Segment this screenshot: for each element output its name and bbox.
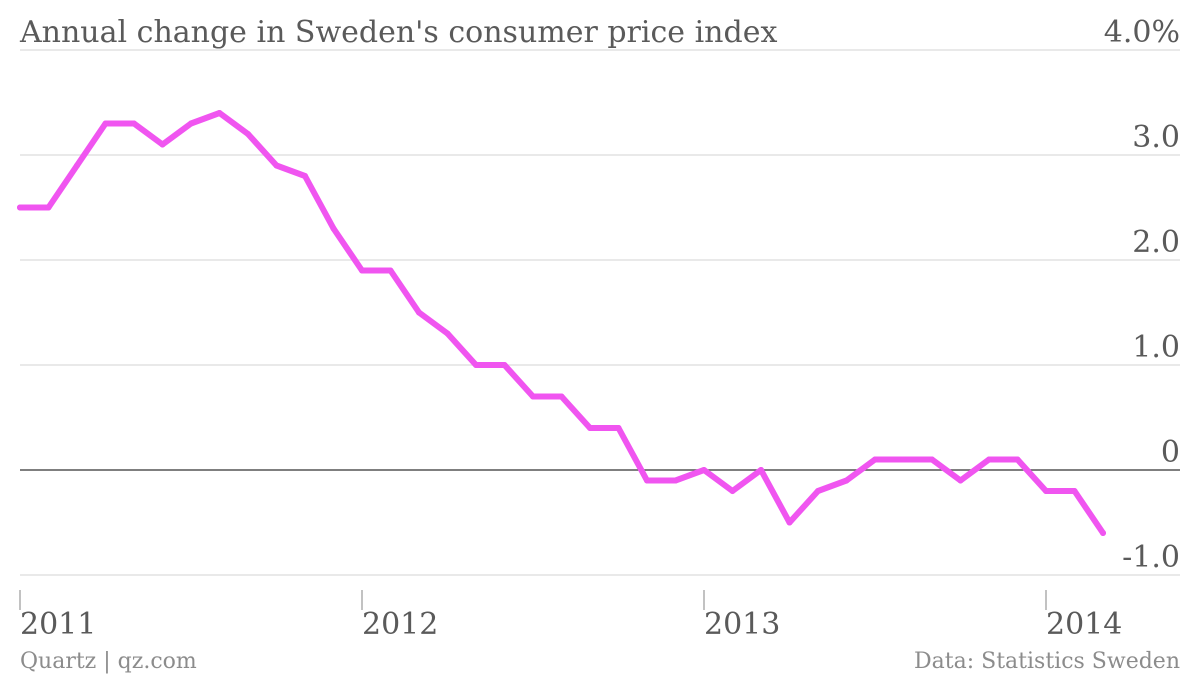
data-point [131, 120, 137, 127]
data-point [615, 425, 622, 431]
data-point [843, 477, 850, 484]
gridlines [20, 49, 1180, 576]
data-point [558, 393, 565, 400]
y-tick-label: 0 [1161, 435, 1180, 470]
data-point [672, 477, 679, 484]
data-point [416, 309, 422, 316]
data-point [102, 120, 109, 127]
data-point [273, 162, 280, 169]
y-tick-label: 2.0 [1132, 225, 1180, 260]
series-layer [17, 110, 1106, 536]
x-tick-label: 2013 [704, 607, 780, 642]
data-point [530, 393, 536, 400]
x-axis: 2011 2012 2013 2014 [19, 590, 1122, 642]
data-point [1071, 488, 1078, 494]
data-point [872, 456, 878, 463]
footer-source-right: Data: Statistics Sweden [914, 649, 1180, 674]
data-point [473, 362, 479, 368]
data-point [188, 120, 194, 127]
data-point [644, 477, 650, 484]
data-point [1043, 488, 1049, 494]
data-point [929, 456, 935, 463]
data-point [159, 141, 166, 148]
y-tick-label: 3.0 [1132, 120, 1180, 155]
data-point [900, 456, 907, 463]
y-tick-label: -1.0 [1122, 540, 1180, 575]
y-tick-label: 4.0% [1104, 15, 1180, 50]
data-point [786, 519, 793, 526]
data-point [815, 488, 821, 494]
data-point [587, 425, 593, 431]
data-point [330, 225, 337, 232]
data-point [701, 467, 707, 473]
data-point [986, 456, 992, 463]
data-point [729, 488, 736, 494]
data-point [359, 267, 365, 274]
data-point [387, 267, 394, 274]
data-point [501, 362, 508, 368]
data-point [302, 173, 308, 179]
data-point [17, 204, 23, 211]
x-tick-label: 2011 [20, 607, 96, 642]
chart-title: Annual change in Sweden's consumer price… [19, 15, 777, 50]
y-tick-label: 1.0 [1132, 330, 1180, 365]
x-tick-label: 2014 [1046, 607, 1122, 642]
data-point [45, 204, 52, 211]
data-point [74, 162, 80, 169]
data-point [758, 467, 764, 473]
data-point [1100, 530, 1106, 536]
data-point [216, 110, 223, 116]
footer-source-left: Quartz | qz.com [20, 649, 197, 674]
y-tick-labels: 4.0% 3.0 2.0 1.0 0 -1.0 [1104, 15, 1180, 575]
data-point [957, 477, 964, 484]
data-point [245, 131, 251, 137]
data-point [1014, 456, 1021, 463]
data-point [444, 330, 451, 337]
x-tick-label: 2012 [362, 607, 438, 642]
